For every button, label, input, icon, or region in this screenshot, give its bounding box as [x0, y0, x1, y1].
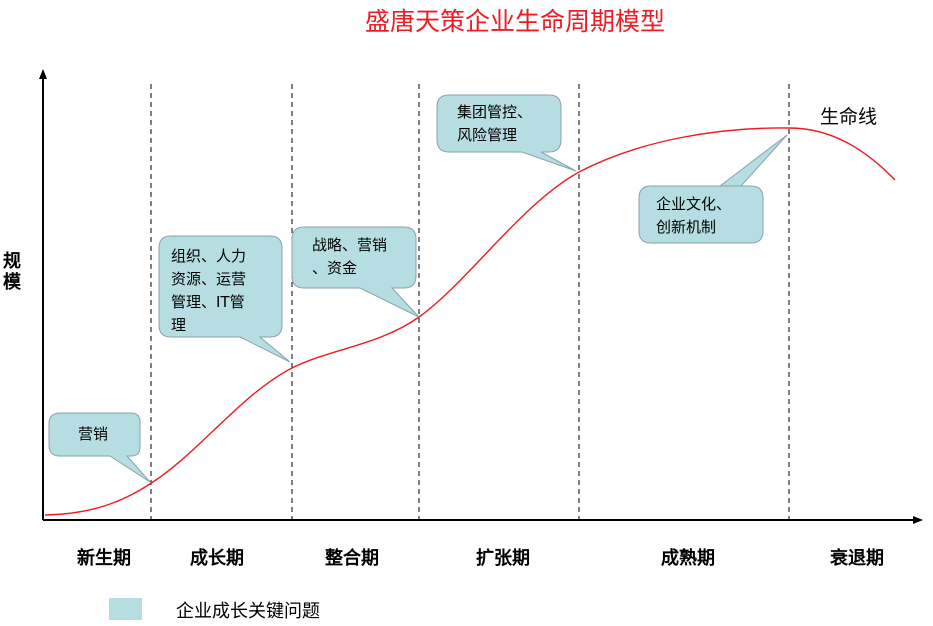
legend-label: 企业成长关键问题: [176, 601, 320, 622]
page-title: 盛唐天策企业生命周期模型: [364, 7, 665, 36]
phase-label: 成长期: [190, 548, 244, 569]
y-axis-label-char: 模: [3, 272, 21, 293]
curve-label: 生命线: [820, 106, 878, 128]
callout-bubble: [436, 94, 577, 172]
phase-label: 衰退期: [830, 548, 884, 569]
life-curve: [44, 127, 896, 516]
phase-label: 新生期: [77, 548, 131, 569]
callout-bubble: [638, 134, 788, 244]
callout-bubble: [48, 412, 151, 483]
phase-label: 扩张期: [476, 548, 530, 569]
callout-bubble: [158, 235, 291, 363]
phase-label: 整合期: [325, 548, 379, 569]
y-axis-label: 规 模: [0, 251, 24, 293]
y-axis-label-char: 规: [3, 251, 21, 272]
callout-bubble: [291, 226, 420, 318]
phase-label: 成熟期: [661, 548, 715, 569]
legend-swatch: [109, 598, 142, 620]
